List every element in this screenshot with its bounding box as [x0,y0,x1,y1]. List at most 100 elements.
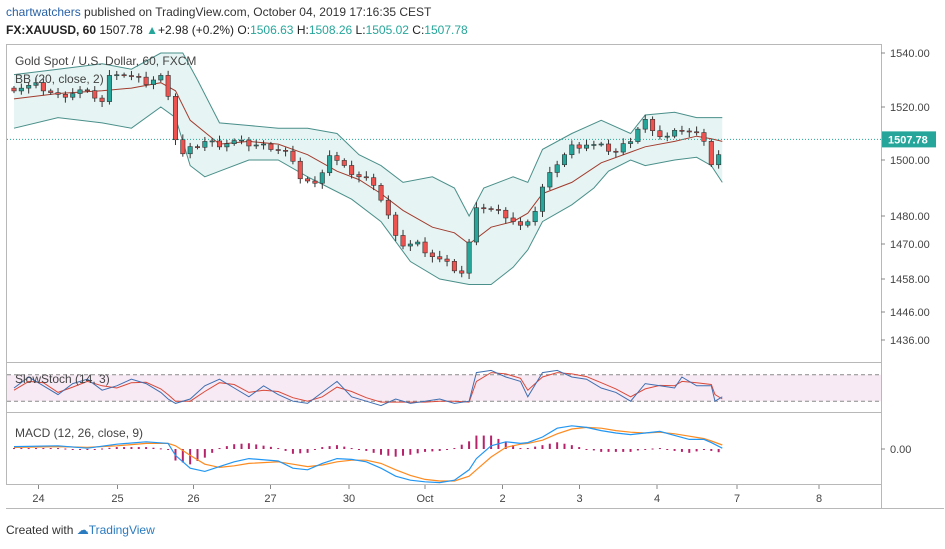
candle-body [92,90,98,99]
candle-body [187,146,193,155]
stoch-legend: SlowStoch (14, 3) [15,372,110,386]
macd-hist-bar [27,448,30,450]
macd-hist-bar [526,448,529,450]
candle-body [239,139,245,142]
macd-hist-bar [658,448,661,450]
macd-hist-bar [42,448,45,450]
candle-body [393,214,399,236]
macd-hist-bar [328,446,331,449]
stoch-band-fill [7,374,881,402]
candle-body [708,141,714,166]
macd-hist-bar [614,449,617,452]
macd-hist-bar [233,444,236,449]
macd-hist-bar [130,447,133,449]
candle-body [283,150,289,152]
macd-hist-bar [563,443,566,449]
high-label: H: [296,23,309,37]
macd-hist-bar [357,449,360,450]
macd-hist-bar [622,449,625,452]
candle-body [716,154,722,166]
macd-hist-bar [438,449,441,451]
price-tick-label: 1540.00 [890,48,930,60]
chart-frames [6,44,944,509]
macd-tick-label: 0.00 [890,444,911,456]
tradingview-brand[interactable]: TradingView [88,523,155,537]
macd-hist-bar [519,448,522,450]
candle-body [422,241,428,254]
macd-hist-bar [688,449,691,453]
macd-hist-bar [277,448,280,450]
macd-hist-bar [167,449,170,450]
candle-body [363,176,369,179]
macd-hist-bar [20,448,23,450]
candle-body [327,155,333,174]
candle-body [657,130,663,137]
change-up-icon: ▲ [146,23,158,37]
open-value: 1506.63 [250,23,294,37]
candle-body [503,209,509,219]
macd-hist-bar [644,449,647,450]
macd-hist-bar [534,446,537,449]
stoch-plot [7,369,881,407]
candle-body [679,130,685,132]
candle-body [371,177,377,186]
candle-body [246,139,252,147]
macd-hist-bar [49,448,52,450]
candle-body [18,87,24,92]
macd-hist-bar [196,449,199,461]
candle-body [253,144,259,147]
time-tick-label: 2 [499,493,505,505]
candle-body [128,75,134,77]
macd-hist-bar [321,447,324,449]
candle-body [444,258,450,262]
macd-hist-bar [541,445,544,449]
macd-hist-bar [365,449,368,451]
macd-hist-bar [717,449,720,453]
candle-body [209,140,215,143]
candle-body [319,172,325,184]
candle-body [231,140,237,145]
candle-body [694,131,700,134]
bb-basis-line [13,82,723,245]
candle-body [606,143,612,152]
candle-body [172,96,178,141]
high-value: 1508.26 [308,23,353,37]
macd-hist-bar [482,435,485,449]
macd-hist-bar [159,448,162,450]
candle-body [99,97,105,102]
created-with-label: Created with [6,523,74,537]
candle-body [539,186,545,212]
macd-hist-bar [299,449,302,454]
publish-info: chartwatchers published on TradingView.c… [6,5,431,19]
candle-body [121,74,127,77]
candle-body [136,76,142,78]
macd-hist-bar [416,449,419,454]
macd-pane[interactable] [6,412,882,485]
candle-body [686,130,692,133]
candle-body [437,256,443,260]
author-link[interactable]: chartwatchers [6,5,81,19]
candle-body [195,146,201,148]
candle-body [334,155,340,161]
tradingview-logo-icon[interactable]: ☁ [76,523,89,537]
macd-hist-bar [240,443,243,449]
published-text: published on TradingView.com, October 04… [84,5,432,19]
macd-hist-bar [394,449,397,457]
macd-hist-bar [409,449,412,455]
bb-legend: BB (20, close, 2) [15,72,104,86]
symbol-label: FX:XAUUSD, 60 [6,23,97,37]
candle-body [584,144,590,149]
macd-hist-bar [680,449,683,452]
low-label: L: [355,23,366,37]
macd-hist-bar [548,443,551,449]
macd-hist-bar [380,449,382,455]
macd-hist-bar [468,441,471,449]
last-price-label: 1507.78 [888,134,928,146]
candle-body [106,75,112,102]
candle-body [532,211,538,223]
candle-body [466,241,472,274]
macd-hist-bar [218,448,221,450]
macd-signal-line [13,426,723,482]
macd-hist-bar [13,448,15,450]
